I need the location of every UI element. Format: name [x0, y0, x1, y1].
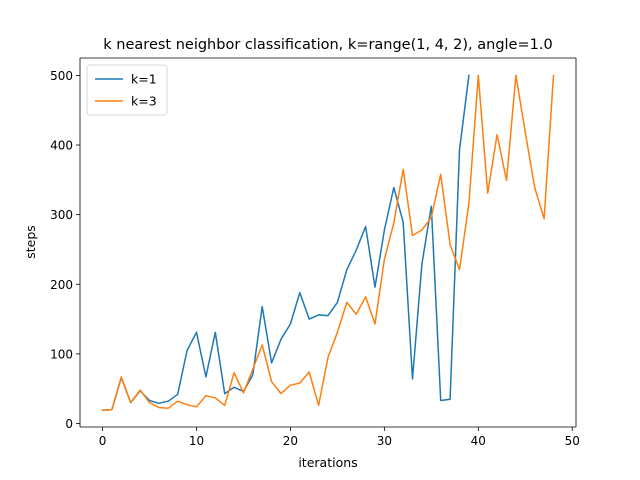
series-line-2 — [101, 74, 555, 412]
x-tick-label: 50 — [565, 434, 580, 448]
y-tick-label: 500 — [50, 69, 73, 83]
x-tick-label: 0 — [99, 434, 107, 448]
y-axis-label: steps — [23, 225, 38, 259]
y-tick-label: 300 — [50, 208, 73, 222]
legend-box — [86, 64, 168, 116]
plot-area — [80, 58, 576, 427]
chart-title: k nearest neighbor classification, k=ran… — [103, 37, 552, 53]
x-tick-label: 30 — [377, 434, 392, 448]
x-tick-label: 40 — [471, 434, 486, 448]
x-tick-label: 20 — [283, 434, 298, 448]
legend-label-1: k=1 — [131, 72, 157, 87]
y-tick-label: 200 — [50, 278, 73, 292]
y-tick-label: 400 — [50, 139, 73, 153]
plot-background — [80, 58, 576, 427]
y-tick-label: 0 — [65, 417, 73, 431]
legend: k=1k=3 — [86, 64, 168, 116]
series-layer — [101, 74, 555, 412]
x-axis-label: iterations — [298, 455, 357, 470]
legend-label-2: k=3 — [131, 94, 157, 109]
x-tick-label: 10 — [189, 434, 204, 448]
y-tick-label: 100 — [50, 347, 73, 361]
series-line-1 — [101, 74, 470, 412]
